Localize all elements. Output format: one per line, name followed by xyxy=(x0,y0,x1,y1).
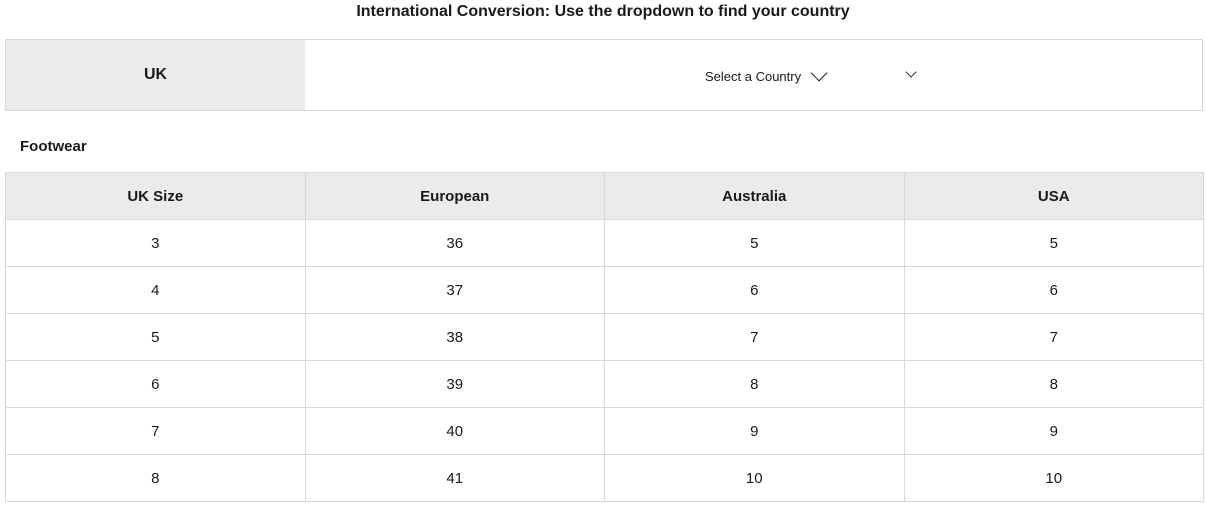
country-select-label: Select a Country xyxy=(705,68,802,84)
column-header-australia: Australia xyxy=(604,172,905,220)
table-cell: 6 xyxy=(604,266,905,314)
table-cell: 39 xyxy=(304,360,605,408)
select-arrow-button[interactable] xyxy=(904,66,918,81)
table-cell: 7 xyxy=(903,313,1204,361)
current-country-label: UK xyxy=(6,40,305,110)
table-cell: 6 xyxy=(5,360,306,408)
chevron-down-icon xyxy=(810,64,828,82)
country-bar: UK Select a Country xyxy=(5,39,1203,111)
table-row: 4 37 6 6 xyxy=(5,266,1204,314)
table-cell: 5 xyxy=(903,219,1204,267)
table-cell: 8 xyxy=(903,360,1204,408)
table-cell: 7 xyxy=(604,313,905,361)
page-heading: International Conversion: Use the dropdo… xyxy=(356,3,850,20)
table-cell: 5 xyxy=(5,313,306,361)
footwear-size-table: UK Size European Australia USA 3 36 5 5 … xyxy=(5,172,1204,502)
table-cell: 3 xyxy=(5,219,306,267)
country-select-dropdown[interactable]: Select a Country xyxy=(705,62,828,90)
table-cell: 4 xyxy=(5,266,306,314)
country-select-area: Select a Country xyxy=(305,40,1202,110)
table-cell: 8 xyxy=(5,454,306,502)
section-title-footwear: Footwear xyxy=(20,138,87,155)
table-cell: 7 xyxy=(5,407,306,455)
table-cell: 40 xyxy=(304,407,605,455)
table-cell: 41 xyxy=(304,454,605,502)
column-header-uk-size: UK Size xyxy=(5,172,306,220)
table-cell: 9 xyxy=(604,407,905,455)
table-cell: 5 xyxy=(604,219,905,267)
table-cell: 10 xyxy=(604,454,905,502)
table-row: 3 36 5 5 xyxy=(5,219,1204,267)
column-header-usa: USA xyxy=(903,172,1204,220)
table-cell: 9 xyxy=(903,407,1204,455)
table-cell: 36 xyxy=(304,219,605,267)
chevron-down-icon xyxy=(905,66,917,78)
table-cell: 8 xyxy=(604,360,905,408)
table-cell: 38 xyxy=(304,313,605,361)
table-row: 8 41 10 10 xyxy=(5,454,1204,502)
table-row: 6 39 8 8 xyxy=(5,360,1204,408)
table-header-row: UK Size European Australia USA xyxy=(5,172,1204,220)
table-cell: 10 xyxy=(903,454,1204,502)
table-cell: 6 xyxy=(903,266,1204,314)
table-row: 7 40 9 9 xyxy=(5,407,1204,455)
table-cell: 37 xyxy=(304,266,605,314)
table-row: 5 38 7 7 xyxy=(5,313,1204,361)
column-header-european: European xyxy=(304,172,605,220)
